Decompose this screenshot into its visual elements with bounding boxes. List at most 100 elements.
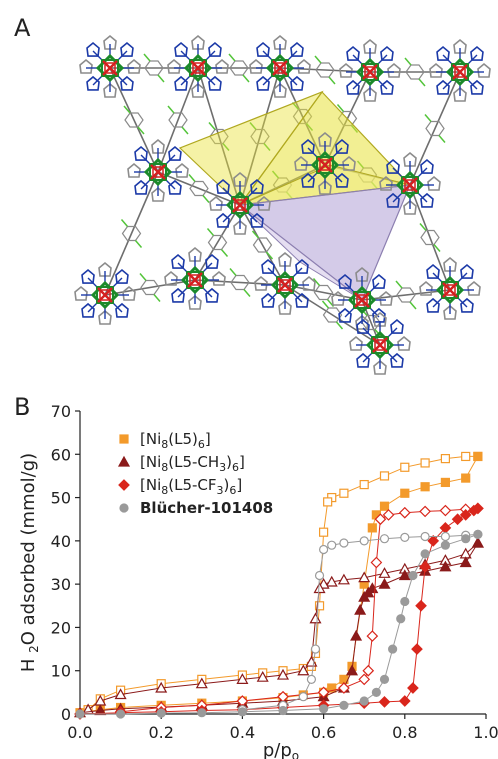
adsorption-point	[461, 473, 471, 483]
ni8-cluster	[379, 151, 441, 215]
adsorption-point	[237, 707, 247, 717]
desorption-point	[313, 582, 326, 594]
adsorption-point	[156, 708, 166, 718]
adsorption-point	[400, 596, 410, 607]
desorption-point	[306, 674, 317, 684]
legend-marker	[118, 479, 130, 491]
adsorption-point	[197, 708, 207, 718]
adsorption-point	[319, 704, 329, 714]
ni8-cluster	[249, 34, 311, 98]
desorption-point	[256, 670, 269, 682]
x-axis-label: p/po	[263, 740, 299, 759]
x-tick-label: 0.4	[230, 723, 255, 742]
desorption-point	[382, 509, 395, 521]
desorption-point	[309, 612, 322, 624]
adsorption-point	[440, 477, 450, 488]
x-tick-label: 0.8	[392, 723, 417, 742]
chart-series	[73, 451, 484, 720]
desorption-point	[419, 505, 431, 518]
desorption-point	[379, 471, 390, 481]
adsorption-point	[471, 536, 484, 548]
adsorption-point	[367, 523, 377, 533]
desorption-point	[440, 531, 450, 542]
series-blucher	[75, 529, 483, 719]
adsorption-point	[378, 696, 391, 708]
desorption-point	[378, 567, 391, 578]
adsorption-point	[379, 501, 390, 511]
desorption-point	[359, 479, 369, 490]
adsorption-point	[407, 682, 419, 694]
desorption-line	[242, 533, 478, 711]
legend-label: [Ni8(L5-CH3)6]	[140, 453, 245, 474]
desorption-point	[327, 540, 337, 550]
desorption-point	[420, 531, 430, 542]
desorption-point	[439, 504, 452, 517]
adsorption-point	[75, 709, 85, 719]
ni8-cluster	[74, 261, 136, 325]
desorption-point	[236, 673, 249, 684]
desorption-point	[305, 655, 318, 667]
ni8-cluster	[164, 246, 226, 310]
ni8-cluster	[79, 34, 141, 98]
adsorption-point	[440, 540, 450, 550]
desorption-point	[319, 527, 329, 537]
adsorption-point	[459, 556, 472, 568]
desorption-point	[379, 534, 390, 544]
y-tick-label: 60	[51, 445, 71, 464]
adsorption-point	[420, 549, 430, 559]
adsorption-point	[115, 709, 126, 719]
adsorption-point	[278, 705, 288, 716]
adsorption-point	[398, 569, 411, 581]
x-tick-label: 1.0	[473, 723, 498, 742]
octahedral-cage	[178, 90, 412, 206]
panel-a-label: A	[14, 14, 31, 42]
legend-entry-blucher: Blücher-101408	[119, 499, 273, 517]
adsorption-point	[350, 629, 363, 641]
desorption-point	[398, 506, 411, 519]
desorption-point	[325, 575, 338, 587]
desorption-point	[314, 601, 325, 611]
adsorption-point	[388, 644, 398, 654]
chart-legend: [Ni8(L5)6][Ni8(L5-CH3)6][Ni8(L5-CF3)6] Bl…	[117, 430, 273, 517]
adsorption-point	[396, 614, 406, 624]
desorption-point	[155, 681, 168, 693]
x-tick-label: 0.2	[148, 723, 173, 742]
ni8-cluster	[339, 38, 401, 102]
adsorption-point	[427, 535, 440, 547]
desorption-point	[314, 570, 325, 581]
desorption-point	[420, 458, 430, 468]
adsorption-point	[94, 704, 107, 716]
desorption-point	[317, 686, 330, 699]
ni8-cluster	[209, 171, 271, 235]
y-tick-label: 0	[61, 705, 71, 724]
adsorption-point	[400, 488, 410, 498]
adsorption-point	[411, 643, 423, 655]
ni8-cluster	[419, 256, 481, 320]
ni8-cluster	[127, 138, 189, 202]
y-tick-label: 50	[51, 489, 71, 508]
desorption-point	[114, 688, 127, 700]
x-tick-label: 0.0	[67, 723, 92, 742]
adsorption-point	[415, 599, 427, 612]
panel-b-label: B	[14, 393, 31, 421]
desorption-point	[461, 451, 471, 462]
desorption-point	[276, 668, 290, 680]
adsorption-point	[451, 513, 464, 526]
desorption-point	[440, 454, 450, 464]
desorption-point	[319, 544, 329, 555]
adsorption-point	[473, 529, 483, 539]
adsorption-point	[472, 502, 484, 515]
desorption-point	[400, 462, 410, 472]
legend-marker	[119, 434, 129, 444]
desorption-point	[370, 556, 383, 569]
desorption-point	[297, 664, 310, 676]
adsorption-point	[439, 560, 452, 572]
desorption-point	[339, 538, 349, 548]
desorption-point	[366, 630, 379, 642]
adsorption-point	[327, 683, 337, 693]
adsorption-line	[79, 507, 479, 715]
y-tick-label: 20	[51, 618, 71, 637]
x-tick-label: 0.6	[311, 723, 336, 742]
legend-entry-l5: [Ni8(L5)6]	[119, 430, 211, 451]
adsorption-point	[473, 451, 483, 462]
